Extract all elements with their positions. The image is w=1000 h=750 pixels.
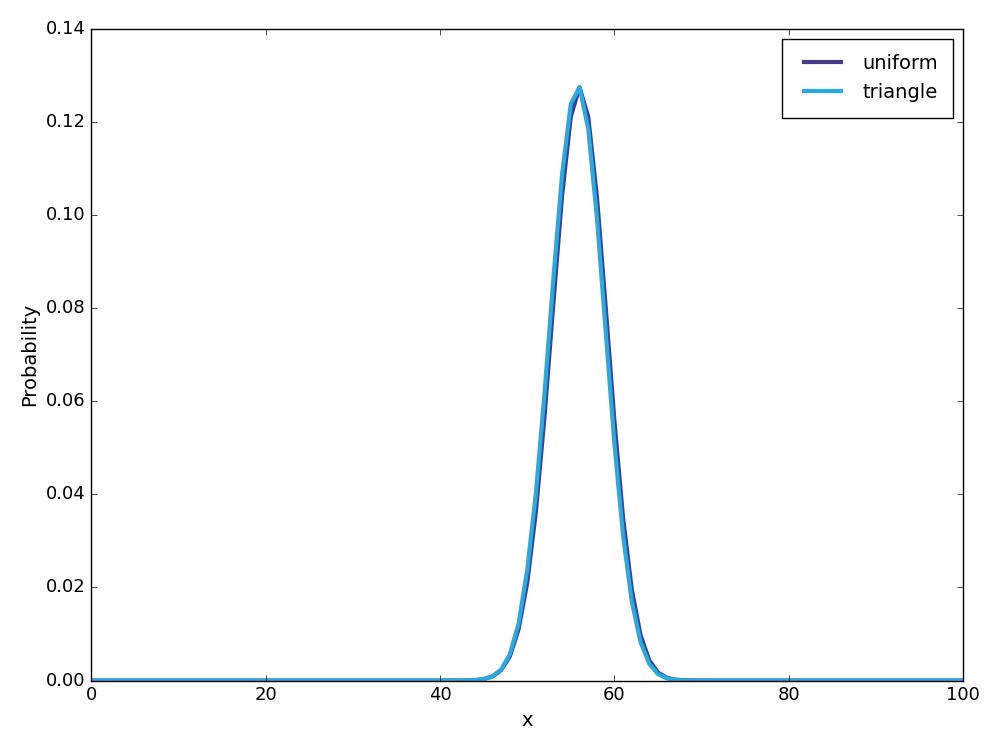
uniform	[748, 676, 760, 685]
Legend: uniform, triangle: uniform, triangle	[782, 39, 953, 118]
Line: triangle: triangle	[91, 87, 963, 680]
uniform	[486, 672, 498, 681]
triangle	[486, 672, 498, 681]
uniform	[303, 676, 315, 685]
uniform	[146, 676, 158, 685]
X-axis label: x: x	[521, 711, 533, 730]
uniform	[704, 676, 716, 685]
uniform	[85, 676, 97, 685]
triangle	[617, 532, 629, 541]
triangle	[748, 676, 760, 685]
triangle	[85, 676, 97, 685]
Y-axis label: Probability: Probability	[20, 303, 39, 406]
Line: uniform: uniform	[91, 88, 963, 680]
uniform	[617, 514, 629, 523]
uniform	[957, 676, 969, 685]
triangle	[957, 676, 969, 685]
triangle	[146, 676, 158, 685]
triangle	[303, 676, 315, 685]
triangle	[704, 676, 716, 685]
uniform	[574, 83, 586, 92]
triangle	[574, 82, 586, 92]
